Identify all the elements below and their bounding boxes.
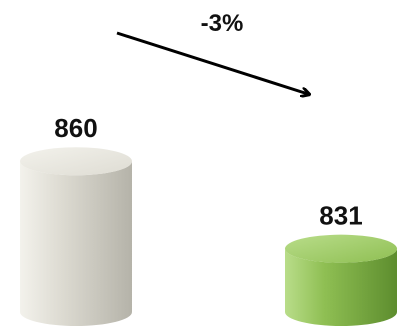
bar-2-body bbox=[285, 248, 397, 326]
bar-1-body bbox=[20, 161, 132, 326]
bar-2-top bbox=[285, 234, 397, 263]
bar-1 bbox=[20, 147, 132, 326]
bar-2-value-label: 831 bbox=[319, 201, 362, 231]
bar-1-top bbox=[20, 147, 132, 176]
change-arrow-icon bbox=[116, 31, 308, 94]
change-percentage-label: -3% bbox=[201, 10, 244, 37]
bar-1-value-label: 860 bbox=[54, 113, 97, 143]
bar-2 bbox=[285, 234, 397, 326]
